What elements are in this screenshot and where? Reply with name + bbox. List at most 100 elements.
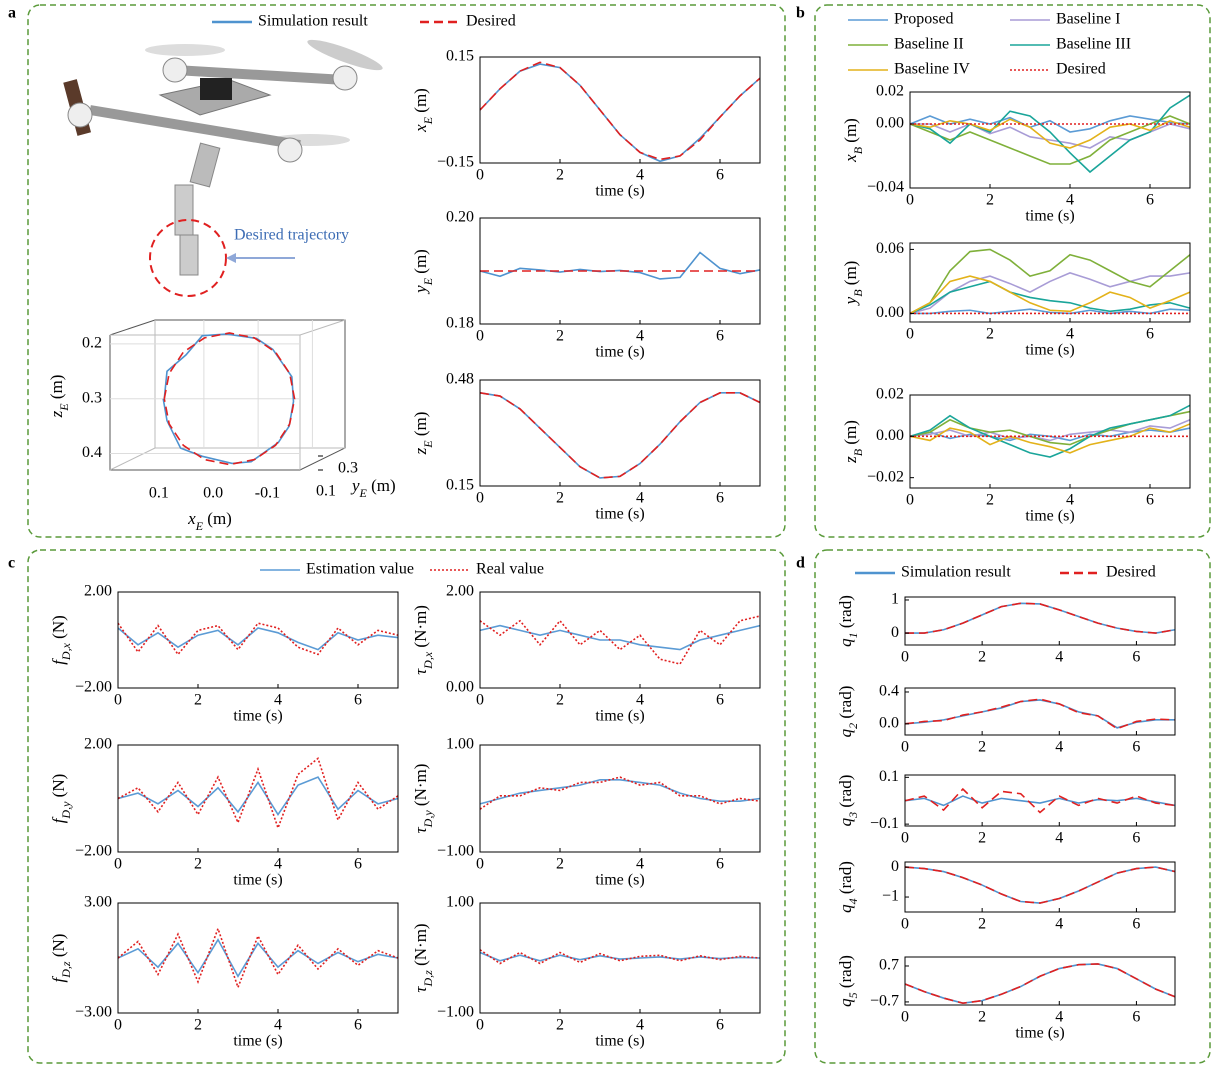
axis-label-subscript: D,y [421, 810, 435, 829]
axis-label-symbol: z [47, 410, 66, 418]
axis-label-unit: (rad) [836, 955, 855, 992]
y-tick-label: 1.00 [446, 736, 474, 753]
x-tick-label: 0 [114, 1017, 122, 1034]
axis-label-subscript: 3 [846, 812, 860, 819]
series-line [910, 123, 1191, 149]
x-tick-label: 2 [978, 916, 986, 933]
legend-label: Estimation value [306, 561, 414, 578]
x-tick-label: 4 [636, 328, 644, 345]
x-tick-label: 6 [354, 1017, 362, 1034]
legend-label: Proposed [894, 11, 954, 28]
y-tick-label: 0.00 [876, 115, 904, 132]
x-tick-label: 2 [556, 856, 564, 873]
plot-frame [117, 744, 399, 853]
y-tick-label: −0.1 [870, 815, 899, 832]
y-tick-label: 0.4 [82, 444, 102, 461]
x-tick-label: 0 [114, 856, 122, 873]
series-line [904, 787, 1176, 814]
series-line [117, 627, 399, 651]
panel-frame [814, 549, 1211, 1064]
axis-label: q3 (rad) [836, 775, 860, 827]
axis-label-unit: (rad) [836, 861, 855, 898]
x-tick-label: 2 [556, 328, 564, 345]
x-tick-label: 0 [476, 167, 484, 184]
axis-label-subscript: D,x [59, 642, 73, 661]
axis-label: yB (m) [841, 261, 865, 307]
x-tick-label: 0 [906, 192, 914, 209]
axis-label: fD,x (N) [49, 615, 73, 665]
x-axis-label: time (s) [595, 506, 644, 523]
plot-frame [479, 217, 761, 325]
series-line [479, 63, 761, 163]
y-tick-label: 0.15 [446, 48, 474, 65]
legend-label: Baseline II [894, 36, 964, 53]
x-axis-label: time (s) [595, 708, 644, 725]
legend-label: Baseline IV [894, 61, 970, 78]
series-line [904, 795, 1176, 807]
series-line [904, 866, 1176, 904]
x-axis-label: time (s) [233, 872, 282, 889]
x-tick-label: 2 [556, 692, 564, 709]
series-line [163, 332, 296, 466]
axis-label-subscript: 2 [846, 723, 860, 729]
axis-label-symbol: τ [411, 826, 430, 833]
plot-frame [479, 591, 761, 689]
x-tick-label: 0.0 [203, 485, 223, 502]
x-tick-label: 6 [1132, 916, 1140, 933]
x-tick-label: 6 [1146, 492, 1154, 509]
y-tick-label: 1.00 [446, 894, 474, 911]
y-tick-label: −1.00 [437, 843, 474, 860]
y-tick-label: 0.02 [876, 83, 904, 100]
z-tick-label: 0.3 [338, 460, 358, 477]
plot-frame [904, 956, 1176, 1006]
drone-illustration [63, 39, 383, 297]
axis-label-symbol: f [49, 975, 68, 982]
plot-frame [909, 91, 1191, 189]
series-line [479, 776, 761, 810]
y-tick-label: 0 [891, 858, 899, 875]
y-tick-label: −3.00 [75, 1004, 112, 1021]
x-tick-label: 2 [986, 192, 994, 209]
panel-frame [27, 4, 786, 538]
x-axis-label: time (s) [595, 1033, 644, 1050]
series-line [909, 248, 1191, 315]
x-tick-label: 0 [901, 830, 909, 847]
x-axis-label: time (s) [595, 183, 644, 200]
x-tick-label: 0 [476, 692, 484, 709]
x-tick-label: 4 [1055, 830, 1063, 847]
legend-label: Baseline III [1056, 36, 1131, 53]
x-tick-label: 4 [1055, 649, 1063, 666]
axis-label-symbol: z [411, 447, 430, 455]
axis-label-symbol: q [836, 817, 855, 826]
axis-label: fD,z (N) [49, 934, 73, 983]
series-line [909, 280, 1191, 315]
panel-label: c [8, 555, 15, 572]
legend-label: Desired [1056, 61, 1106, 78]
axis-label: zE (m) [47, 375, 71, 419]
axis-label-unit: (N·m) [411, 923, 430, 970]
y-tick-label: 0.0 [879, 715, 899, 732]
x-tick-label: 4 [636, 856, 644, 873]
legend-label: Simulation result [258, 13, 368, 30]
legend-label: Simulation result [901, 564, 1011, 581]
plot-frame [479, 902, 761, 1014]
plot-frame [909, 242, 1191, 323]
axis-label: τD,z (N·m) [411, 923, 435, 992]
x-tick-label: 2 [194, 1017, 202, 1034]
series-line [479, 61, 761, 161]
series-line [479, 624, 761, 651]
axis-label-symbol: x [187, 509, 196, 528]
x-tick-label: 0 [476, 328, 484, 345]
x-tick-label: 6 [354, 856, 362, 873]
axis-label-unit: (m) [367, 476, 396, 495]
axis-label-symbol: y [350, 476, 360, 495]
x-tick-label: 6 [716, 490, 724, 507]
axis-label: xE (m) [187, 509, 232, 533]
series-line [479, 392, 761, 479]
plot-frame [904, 596, 1176, 646]
plot-frame [117, 902, 399, 1014]
x-tick-label: 6 [1132, 1009, 1140, 1026]
series-line [117, 938, 399, 978]
axis-label: xB (m) [841, 118, 865, 163]
